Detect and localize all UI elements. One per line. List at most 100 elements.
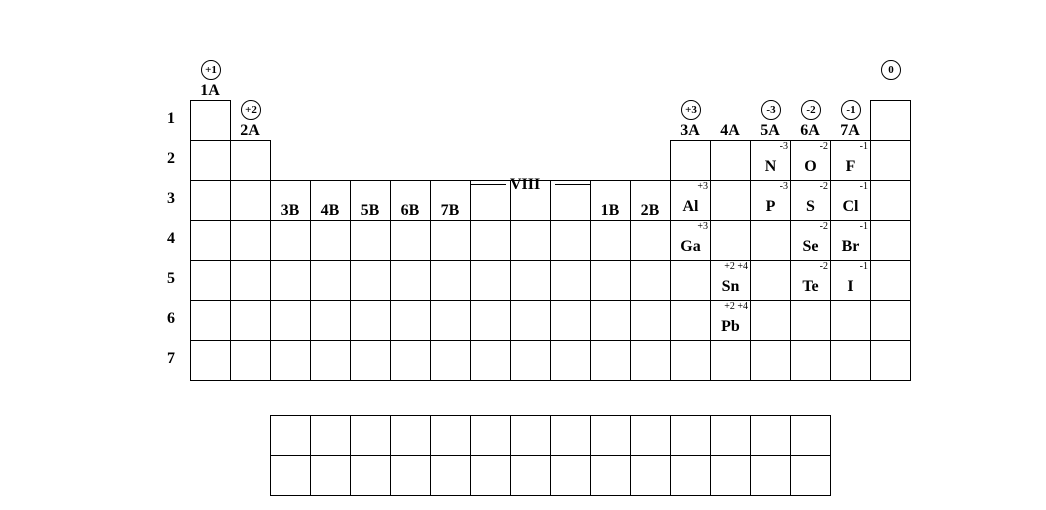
cell-r4c15 — [750, 220, 791, 261]
cell-r7c18 — [870, 340, 911, 381]
cell-r5c12 — [630, 260, 671, 301]
cell-r2c13 — [670, 140, 711, 181]
element-symbol: Sn — [711, 278, 750, 296]
cell-r7c17 — [830, 340, 871, 381]
cell-r4c10 — [550, 220, 591, 261]
element-cell-O: -2O — [790, 140, 831, 181]
cell-r5c1 — [190, 260, 231, 301]
oxidation-state: +2 +4 — [724, 261, 748, 273]
fblock-cell-r0c7 — [550, 415, 591, 456]
cell-r3c8 — [470, 180, 511, 221]
cell-r2c18 — [870, 140, 911, 181]
cell-r7c12 — [630, 340, 671, 381]
fblock-cell-r0c9 — [630, 415, 671, 456]
cell-r4c5 — [350, 220, 391, 261]
element-cell-Se: -2Se — [790, 220, 831, 261]
oxidation-circle-6A: -2 — [801, 100, 821, 120]
cell-r7c13 — [670, 340, 711, 381]
cell-r5c18 — [870, 260, 911, 301]
fblock-cell-r0c12 — [750, 415, 791, 456]
element-symbol: F — [831, 158, 870, 176]
cell-r1c1 — [190, 100, 231, 141]
cell-r5c4 — [310, 260, 351, 301]
cell-r4c12 — [630, 220, 671, 261]
period-label-3: 3 — [155, 190, 175, 208]
oxidation-circle-7A: -1 — [841, 100, 861, 120]
fblock-cell-r1c0 — [270, 455, 311, 496]
cell-r3c6 — [390, 180, 431, 221]
element-symbol: S — [791, 198, 830, 216]
cell-r2c1 — [190, 140, 231, 181]
cell-r5c13 — [670, 260, 711, 301]
cell-r6c3 — [270, 300, 311, 341]
element-cell-I: -1I — [830, 260, 871, 301]
cell-r4c14 — [710, 220, 751, 261]
fblock-cell-r1c8 — [590, 455, 631, 496]
cell-r5c2 — [230, 260, 271, 301]
cell-r7c3 — [270, 340, 311, 381]
cell-r6c8 — [470, 300, 511, 341]
fblock-cell-r0c10 — [670, 415, 711, 456]
fblock-cell-r1c9 — [630, 455, 671, 496]
element-symbol: Br — [831, 238, 870, 256]
period-label-1: 1 — [155, 110, 175, 128]
element-cell-Cl: -1 Cl — [830, 180, 871, 221]
group-label-6A: 6A — [790, 122, 830, 140]
cell-r5c9 — [510, 260, 551, 301]
element-symbol: N — [751, 158, 790, 176]
cell-r2c14 — [710, 140, 751, 181]
element-cell-P: -3P — [750, 180, 791, 221]
cell-r3c10 — [550, 180, 591, 221]
cell-r3c14 — [710, 180, 751, 221]
cell-r7c16 — [790, 340, 831, 381]
periodic-table: 12345671A+12A+23B4B5B6B7B1B2B3A+34A5A-36… — [20, 20, 1026, 490]
fblock-cell-r0c2 — [350, 415, 391, 456]
cell-r6c9 — [510, 300, 551, 341]
period-label-7: 7 — [155, 350, 175, 368]
oxidation-state: -2 — [820, 141, 828, 153]
cell-r7c11 — [590, 340, 631, 381]
element-cell-Te: -2Te — [790, 260, 831, 301]
cell-r7c10 — [550, 340, 591, 381]
cell-r1c18 — [870, 100, 911, 141]
cell-r6c16 — [790, 300, 831, 341]
cell-r6c12 — [630, 300, 671, 341]
cell-r4c9 — [510, 220, 551, 261]
oxidation-state: -1 — [860, 181, 868, 193]
cell-r7c2 — [230, 340, 271, 381]
cell-r4c6 — [390, 220, 431, 261]
fblock-cell-r1c1 — [310, 455, 351, 496]
cell-r6c6 — [390, 300, 431, 341]
cell-r6c5 — [350, 300, 391, 341]
cell-r7c8 — [470, 340, 511, 381]
fblock-cell-r0c6 — [510, 415, 551, 456]
fblock-cell-r0c1 — [310, 415, 351, 456]
group-label-2A: 2A — [230, 122, 270, 140]
group-label-3A: 3A — [670, 122, 710, 140]
cell-r4c1 — [190, 220, 231, 261]
cell-r7c7 — [430, 340, 471, 381]
oxidation-state: +3 — [697, 221, 708, 233]
oxidation-state: -3 — [780, 141, 788, 153]
fblock-cell-r0c8 — [590, 415, 631, 456]
cell-r5c5 — [350, 260, 391, 301]
period-label-4: 4 — [155, 230, 175, 248]
period-label-6: 6 — [155, 310, 175, 328]
cell-r3c9 — [510, 180, 551, 221]
element-cell-Sn: +2 +4 Sn — [710, 260, 751, 301]
group-label-7A: 7A — [830, 122, 870, 140]
cell-r3c1 — [190, 180, 231, 221]
fblock-cell-r1c10 — [670, 455, 711, 496]
oxidation-circle-3A: +3 — [681, 100, 701, 120]
element-cell-Pb: +2 +4Pb — [710, 300, 751, 341]
element-symbol: Cl — [831, 198, 870, 216]
cell-r2c2 — [230, 140, 271, 181]
cell-r6c1 — [190, 300, 231, 341]
oxidation-state: -2 — [820, 261, 828, 273]
element-symbol: Al — [671, 198, 710, 216]
cell-r6c7 — [430, 300, 471, 341]
cell-r4c7 — [430, 220, 471, 261]
fblock-cell-r1c3 — [390, 455, 431, 496]
cell-r7c14 — [710, 340, 751, 381]
period-label-2: 2 — [155, 150, 175, 168]
